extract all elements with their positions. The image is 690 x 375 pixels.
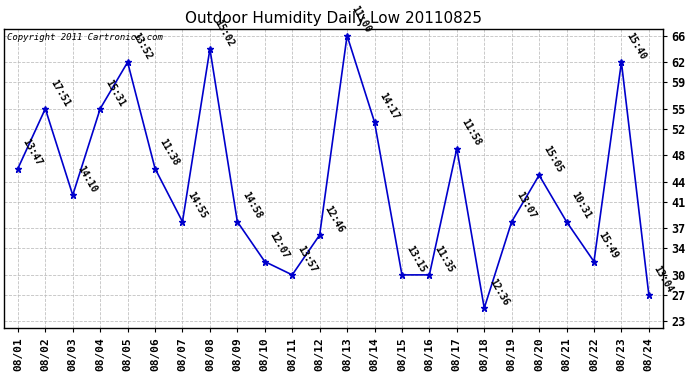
Text: 13:04: 13:04	[651, 264, 675, 294]
Text: 13:07: 13:07	[515, 190, 538, 221]
Text: 14:55: 14:55	[185, 190, 208, 221]
Text: 11:35: 11:35	[432, 244, 455, 274]
Text: 13:52: 13:52	[130, 31, 154, 62]
Text: 11:38: 11:38	[158, 137, 181, 168]
Text: 15:49: 15:49	[597, 230, 620, 261]
Text: 15:05: 15:05	[542, 144, 565, 174]
Text: 14:10: 14:10	[75, 164, 99, 194]
Text: 11:00: 11:00	[350, 4, 373, 35]
Text: 17:51: 17:51	[48, 78, 72, 108]
Title: Outdoor Humidity Daily Low 20110825: Outdoor Humidity Daily Low 20110825	[185, 11, 482, 26]
Text: 14:58: 14:58	[240, 190, 264, 221]
Text: 12:07: 12:07	[268, 230, 291, 261]
Text: 12:36: 12:36	[487, 277, 511, 308]
Text: 14:17: 14:17	[377, 91, 401, 121]
Text: 11:58: 11:58	[460, 117, 483, 148]
Text: 13:15: 13:15	[405, 244, 428, 274]
Text: 15:02: 15:02	[213, 18, 236, 48]
Text: Copyright 2011 Cartronics.com: Copyright 2011 Cartronics.com	[8, 33, 164, 42]
Text: 12:46: 12:46	[322, 204, 346, 234]
Text: 13:57: 13:57	[295, 244, 318, 274]
Text: 15:31: 15:31	[103, 78, 126, 108]
Text: 10:31: 10:31	[569, 190, 593, 221]
Text: 13:47: 13:47	[21, 137, 44, 168]
Text: 15:40: 15:40	[624, 31, 647, 62]
